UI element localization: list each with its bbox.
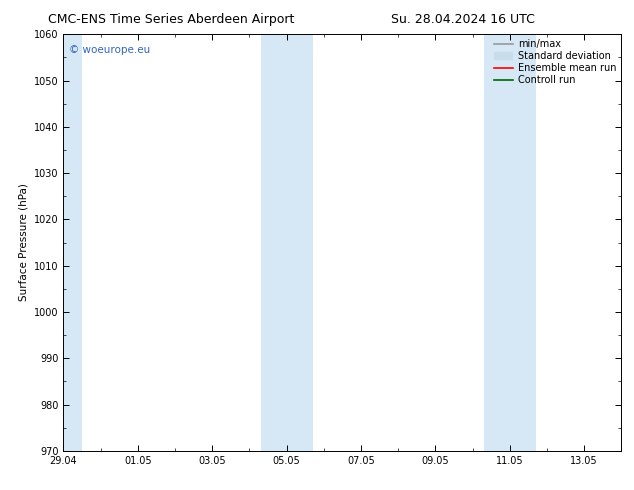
Text: CMC-ENS Time Series Aberdeen Airport: CMC-ENS Time Series Aberdeen Airport <box>48 13 294 26</box>
Text: © woeurope.eu: © woeurope.eu <box>69 45 150 55</box>
Bar <box>63 34 82 451</box>
Bar <box>484 34 536 451</box>
Y-axis label: Surface Pressure (hPa): Surface Pressure (hPa) <box>18 184 29 301</box>
Bar <box>261 34 313 451</box>
Legend: min/max, Standard deviation, Ensemble mean run, Controll run: min/max, Standard deviation, Ensemble me… <box>492 37 618 87</box>
Text: Su. 28.04.2024 16 UTC: Su. 28.04.2024 16 UTC <box>391 13 534 26</box>
